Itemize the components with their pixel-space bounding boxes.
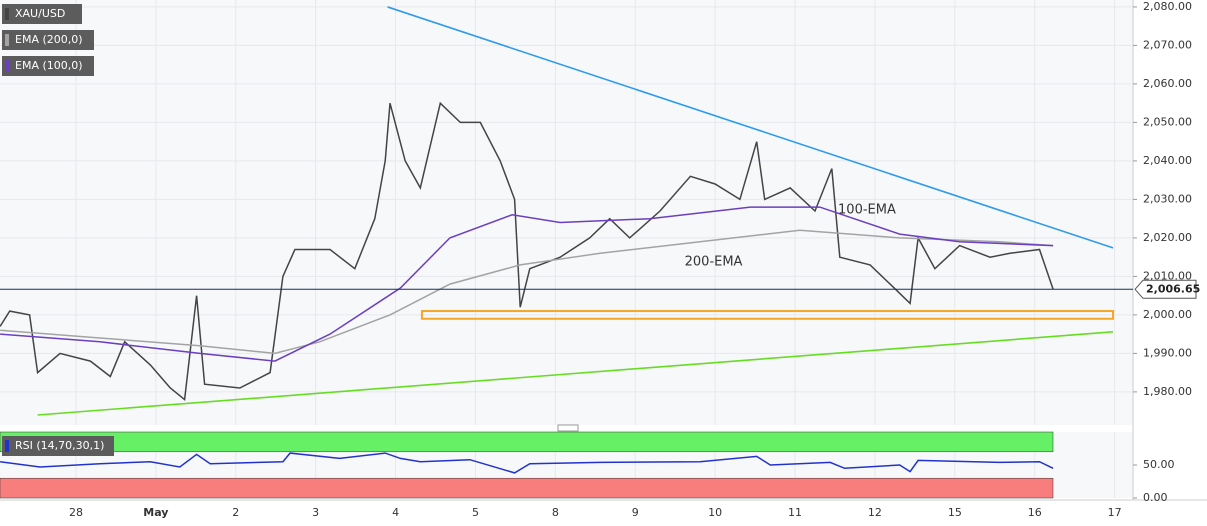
legend-swatch [5,440,9,452]
legend-box [2,436,114,456]
support-zone [420,310,1115,320]
legend-label: EMA (200,0) [15,33,83,46]
x-tick-label: 2 [232,506,239,519]
x-tick-label: 4 [392,506,399,519]
annotation: 100-EMA [838,202,896,217]
x-tick-label: May [143,506,168,519]
series-line [0,229,1054,355]
x-tick-label: 11 [788,506,802,519]
y-tick-label: 2,040.00 [1143,154,1192,167]
rsi-band [0,477,1054,499]
legend-swatch [5,60,9,72]
y-tick-label: 2,050.00 [1143,115,1192,128]
legend-label: RSI (14,70,30,1) [15,439,104,452]
x-tick-label: 12 [868,506,882,519]
legend-label: XAU/USD [15,7,65,20]
x-tick-label: 5 [472,506,479,519]
last-price-label: 2,006.65 [1146,282,1200,295]
x-tick-label: 16 [1028,506,1042,519]
y-tick-label: 2,060.00 [1143,77,1192,90]
y-tick-label: 2,020.00 [1143,231,1192,244]
series-line [0,101,1054,402]
legend-box [2,56,94,76]
x-tick-label: 9 [632,506,639,519]
trendline [37,331,1114,416]
series-line [0,206,1054,362]
legend-label: EMA (100,0) [15,59,83,72]
y-tick-label: 2,070.00 [1143,38,1192,51]
y-tick-label: 1,990.00 [1143,346,1192,359]
rsi-band [0,431,1054,453]
x-tick-label: 15 [948,506,962,519]
legend-box [2,30,94,50]
x-tick-label: 8 [552,506,559,519]
y-tick-label: 2,080.00 [1143,0,1192,13]
y-tick-label: 50.00 [1143,458,1175,471]
y-tick-label: 2,030.00 [1143,192,1192,205]
y-tick-label: 2,010.00 [1143,269,1192,282]
last-price-tag [1134,279,1197,299]
price-panel [0,0,1133,425]
trendline [387,6,1114,249]
y-tick-label: 2,000.00 [1143,308,1192,321]
legend-swatch [5,8,9,20]
x-tick-label: 17 [1108,506,1122,519]
annotation: 200-EMA [685,254,743,269]
legend-box [2,4,82,24]
series-line [0,452,1054,474]
legend-swatch [5,34,9,46]
x-tick-label: 3 [312,506,319,519]
x-tick-label: 10 [708,506,722,519]
panel-resizer[interactable] [557,424,579,432]
y-tick-label: 1,980.00 [1143,385,1192,398]
y-tick-label: 0.00 [1143,491,1168,504]
x-tick-label: 28 [69,506,83,519]
